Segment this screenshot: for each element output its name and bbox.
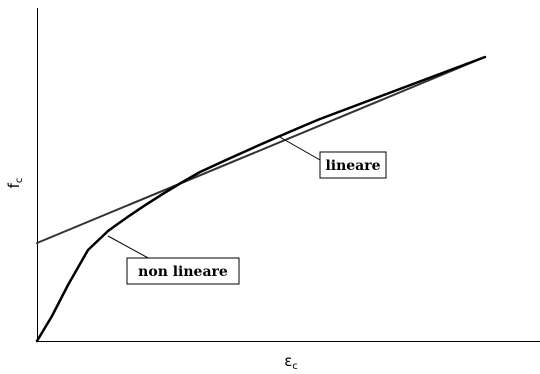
x-axis-title: εc bbox=[284, 352, 298, 372]
y-axis-title: fc bbox=[5, 178, 25, 189]
linear-label: lineare bbox=[325, 158, 380, 174]
linear-leader-line bbox=[277, 135, 321, 161]
nonlinear-label: non lineare bbox=[138, 264, 228, 280]
x-axis-subscript: c bbox=[292, 361, 298, 372]
y-axis-subscript: c bbox=[14, 178, 25, 184]
y-axis-symbol: f bbox=[5, 182, 23, 188]
nonlinear-label-box: non lineare bbox=[126, 257, 240, 285]
x-axis-symbol: ε bbox=[284, 352, 292, 370]
nonlinear-curve bbox=[35, 55, 487, 343]
nonlinear-leader-line bbox=[107, 235, 151, 260]
linear-label-box: lineare bbox=[319, 151, 387, 179]
linear-line bbox=[36, 56, 486, 244]
